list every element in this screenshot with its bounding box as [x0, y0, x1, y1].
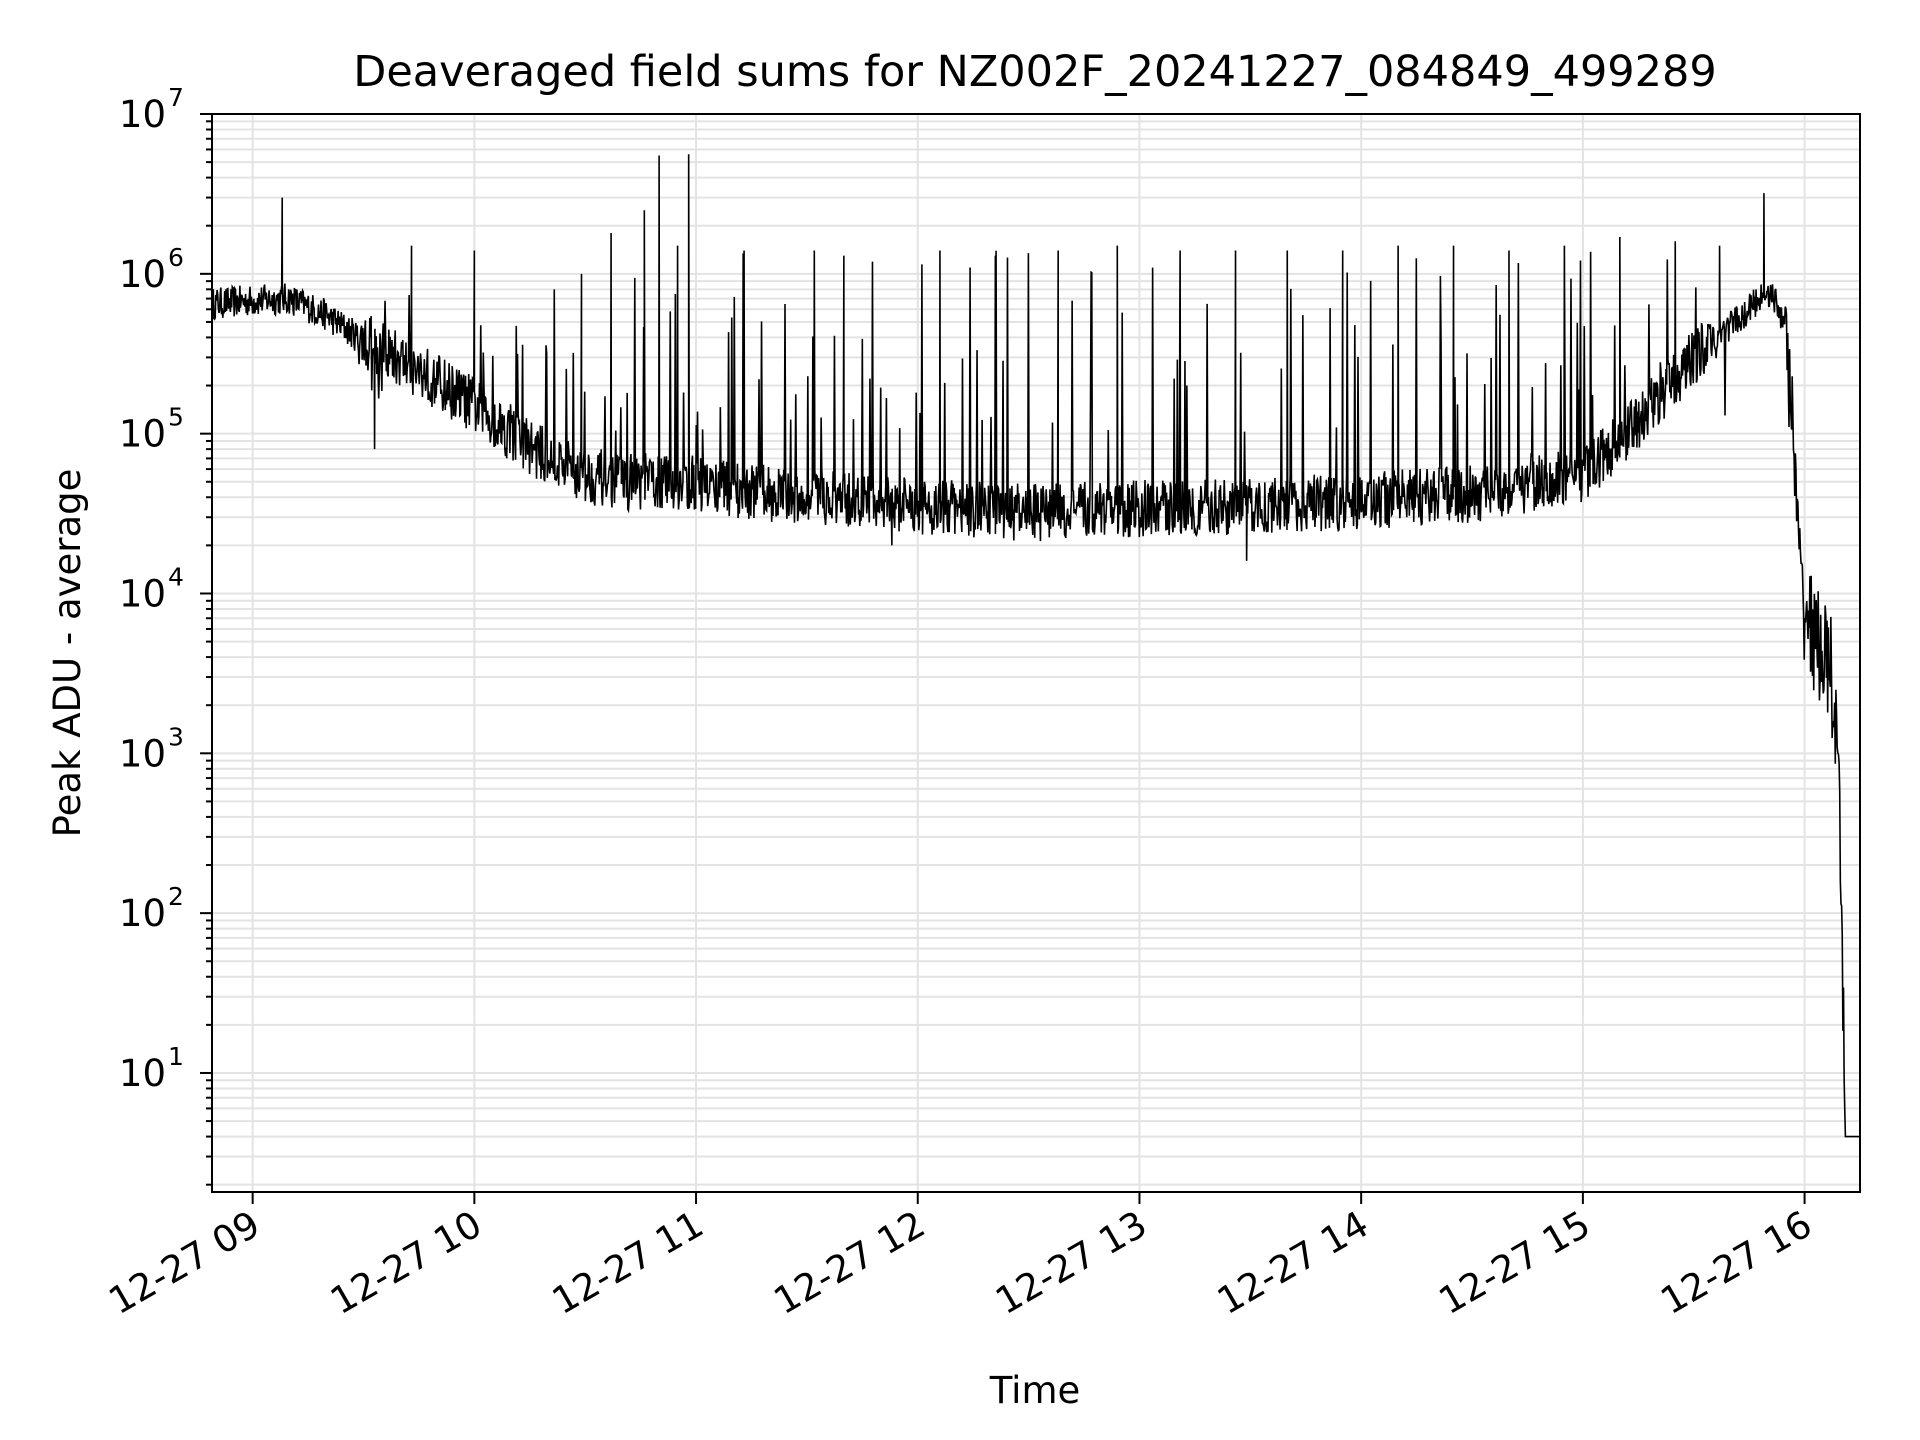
y-axis-label: Peak ADU - average: [46, 469, 89, 838]
y-tick-label: 10: [119, 732, 166, 775]
series-line: [211, 154, 1860, 1138]
y-tick-exponent: 2: [168, 882, 184, 911]
y-tick-exponent: 1: [168, 1042, 184, 1071]
y-tick-label: 10: [119, 413, 166, 456]
y-tick-label: 10: [119, 1052, 166, 1095]
plot-area: [211, 154, 1860, 1138]
y-tick-label: 10: [119, 892, 166, 935]
y-tick-label: 10: [119, 572, 166, 615]
y-tick-exponent: 6: [168, 243, 184, 272]
grid: [212, 113, 1860, 1192]
y-tick-exponent: 7: [168, 83, 184, 112]
y-tick-exponent: 3: [168, 722, 184, 751]
plot-frame: [211, 113, 1861, 1193]
x-axis-label: Time: [989, 1369, 1081, 1412]
y-tick-exponent: 4: [168, 562, 184, 591]
y-tick-label: 10: [119, 93, 166, 136]
chart-title: Deaveraged field sums for NZ002F_2024122…: [353, 47, 1717, 97]
y-tick-exponent: 5: [168, 403, 184, 432]
y-tick-label: 10: [119, 253, 166, 296]
